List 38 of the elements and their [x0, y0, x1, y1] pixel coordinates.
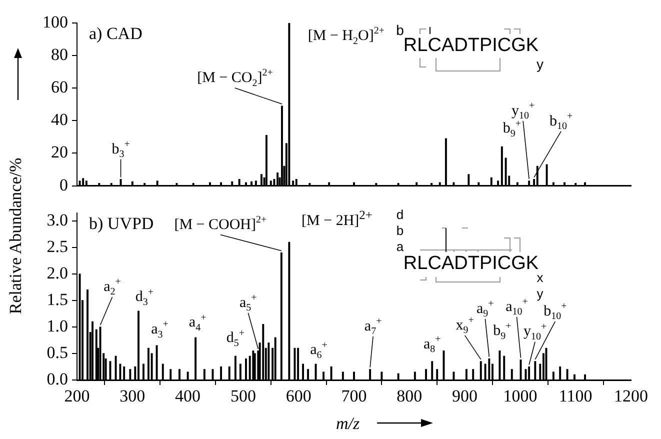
y-tick-label: 60: [51, 78, 68, 97]
x-tick-label: 600: [286, 386, 312, 406]
annotation: RLCADTPICGK: [403, 34, 539, 56]
annotation: y: [536, 286, 544, 301]
y-tick-label: 2.0: [46, 263, 68, 282]
x-tick-label: 1000: [503, 386, 538, 406]
x-tick-label: 500: [230, 386, 256, 406]
x-tick-label: 400: [175, 386, 201, 406]
y-tick-label: 2.5: [46, 236, 68, 256]
annotation: a: [396, 238, 404, 254]
y-tick-label: 0.0: [46, 369, 68, 388]
y-tick-label: 20: [51, 142, 68, 162]
x-tick-label: 1100: [558, 386, 592, 406]
annotation: b: [396, 22, 404, 38]
chart-title: a) CAD: [89, 24, 142, 43]
x-tick-label: 1200: [614, 386, 648, 406]
x-tick-label: 900: [452, 386, 478, 406]
annotation: y: [536, 56, 544, 72]
y-tick-label: 1.0: [46, 316, 68, 336]
annotation: d: [396, 206, 404, 222]
y-tick-label: 0.5: [46, 342, 68, 362]
x-axis-title: m/z: [336, 414, 360, 434]
y-tick-label: 100: [42, 12, 68, 32]
x-tick-label: 200: [64, 386, 90, 406]
chart-title: b) UVPD: [89, 214, 154, 233]
x-tick-label: 700: [341, 386, 367, 406]
annotation: x: [536, 270, 544, 285]
y-tick-label: 1.5: [46, 290, 68, 309]
y-tick-label: 0: [60, 175, 68, 194]
y-tick-label: 40: [51, 110, 68, 130]
x-tick-label: 800: [396, 386, 422, 406]
x-tick-label: 300: [120, 386, 146, 406]
y-axis-title: Relative Abundance/%: [6, 158, 26, 314]
annotation: RLCADTPICGK: [403, 252, 539, 274]
y-tick-label: 80: [51, 45, 68, 64]
annotation: [M − 2H]$^{2+}$: [302, 208, 372, 230]
y-tick-label: 3.0: [46, 210, 68, 230]
annotation: b: [396, 222, 404, 238]
